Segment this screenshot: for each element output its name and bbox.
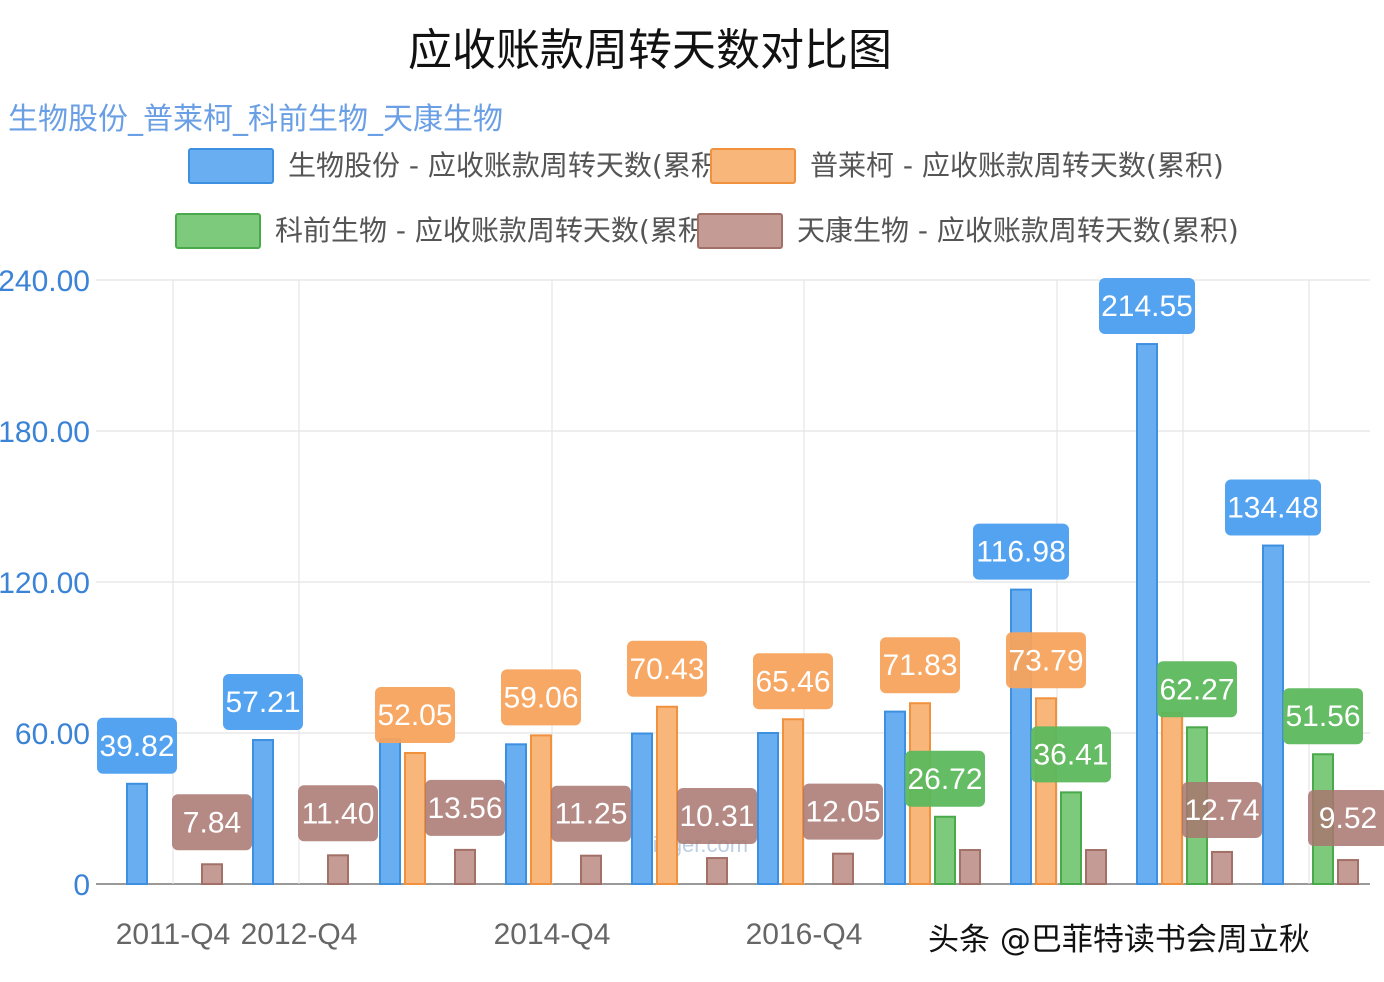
y-tick-label: 240.00: [0, 265, 90, 298]
bar: [379, 738, 401, 886]
data-label-box: [298, 785, 378, 842]
bar: [505, 743, 527, 886]
data-label: 134.48: [1227, 492, 1319, 525]
data-label-box: [1308, 790, 1384, 847]
bar: [1136, 343, 1158, 885]
bar: [959, 849, 981, 886]
data-label-box: [97, 717, 177, 774]
data-label-box: [501, 669, 581, 726]
data-label: 12.05: [805, 796, 880, 829]
bar: [404, 752, 426, 885]
data-label-box: [627, 640, 707, 697]
bar: [327, 854, 349, 885]
data-label: 11.40: [302, 797, 375, 830]
bar: [1161, 711, 1183, 885]
bar: [656, 705, 678, 885]
data-label: 26.72: [907, 763, 982, 796]
data-label: 36.41: [1033, 738, 1108, 771]
chart-title: 应收账款周转天数对比图: [408, 25, 892, 76]
data-label: 214.55: [1101, 290, 1193, 323]
data-label: 13.56: [427, 792, 502, 825]
bar: [201, 863, 223, 886]
bar: [454, 848, 476, 886]
y-tick-label: 120.00: [0, 567, 90, 600]
y-tick-label: 0: [73, 869, 90, 902]
bar: [1337, 859, 1359, 885]
bar: [1085, 849, 1107, 886]
chart-subtitle: 生物股份_普莱柯_科前生物_天康生物: [8, 102, 503, 137]
data-label-box: [677, 788, 757, 845]
data-label: 62.27: [1159, 673, 1234, 706]
data-label-box: [905, 750, 985, 807]
data-label-box: [1283, 688, 1363, 745]
data-label: 59.06: [503, 681, 578, 714]
data-label: 11.25: [555, 798, 628, 831]
data-label-box: [753, 653, 833, 710]
data-label-box: [1099, 278, 1195, 335]
y-tick-label: 60.00: [15, 718, 90, 751]
data-label-box: [223, 674, 303, 731]
data-label: 12.74: [1184, 794, 1259, 827]
bar: [580, 854, 602, 885]
data-label-box: [1157, 661, 1237, 718]
data-label: 73.79: [1008, 644, 1083, 677]
x-tick-label: 2014-Q4: [494, 918, 611, 951]
data-label: 7.84: [183, 806, 241, 839]
legend-swatch-series-3: [175, 213, 261, 249]
data-label-box: [1031, 726, 1111, 783]
data-label-box: [425, 779, 505, 836]
bar: [782, 718, 804, 885]
legend-swatch-series-2: [710, 148, 796, 184]
data-label: 70.43: [629, 653, 704, 686]
data-label: 51.56: [1285, 700, 1360, 733]
data-label: 9.52: [1319, 802, 1377, 835]
legend-label-series-1: 生物股份 - 应收账款周转天数(累积): [288, 149, 730, 182]
bar: [706, 857, 728, 885]
bar: [252, 739, 274, 885]
legend-label-series-4: 天康生物 - 应收账款周转天数(累积): [797, 214, 1239, 247]
bar: [757, 732, 779, 885]
bar: [126, 782, 148, 885]
data-label-box: [1225, 479, 1321, 536]
data-label-box: [375, 687, 455, 744]
legend-swatch-series-1: [188, 148, 274, 184]
legend-label-series-2: 普莱柯 - 应收账款周转天数(累积): [810, 149, 1224, 182]
data-label: 52.05: [377, 699, 452, 732]
x-tick-label: 2011-Q4: [116, 918, 231, 951]
data-label-box: [803, 783, 883, 840]
data-label-box: [551, 785, 631, 842]
bar: [1060, 791, 1082, 885]
data-label-box: [172, 794, 252, 851]
data-label: 71.83: [882, 649, 957, 682]
data-label: 57.21: [225, 686, 300, 719]
x-tick-label: 2012-Q4: [241, 918, 358, 951]
data-label-box: [1006, 632, 1086, 689]
legend-label-series-3: 科前生物 - 应收账款周转天数(累积): [275, 214, 717, 247]
data-label-box: [1182, 781, 1262, 838]
bar: [631, 732, 653, 886]
bar: [1211, 850, 1233, 886]
x-tick-label: 2016-Q4: [746, 918, 863, 951]
data-label: 116.98: [976, 536, 1066, 569]
bar: [884, 710, 906, 885]
bar: [1262, 544, 1284, 885]
data-label: 39.82: [99, 730, 174, 763]
data-label-box: [973, 523, 1069, 580]
watermark-text: 头条 @巴菲特读书会周立秋: [928, 922, 1310, 958]
data-label-box: [880, 637, 960, 694]
bar: [934, 815, 956, 885]
y-tick-label: 180.00: [0, 416, 90, 449]
bar: [530, 734, 552, 885]
bar: [832, 852, 854, 886]
data-label: 65.46: [755, 665, 830, 698]
data-label: 10.31: [679, 800, 754, 833]
legend-swatch-series-4: [697, 213, 783, 249]
bar: [1035, 697, 1057, 885]
